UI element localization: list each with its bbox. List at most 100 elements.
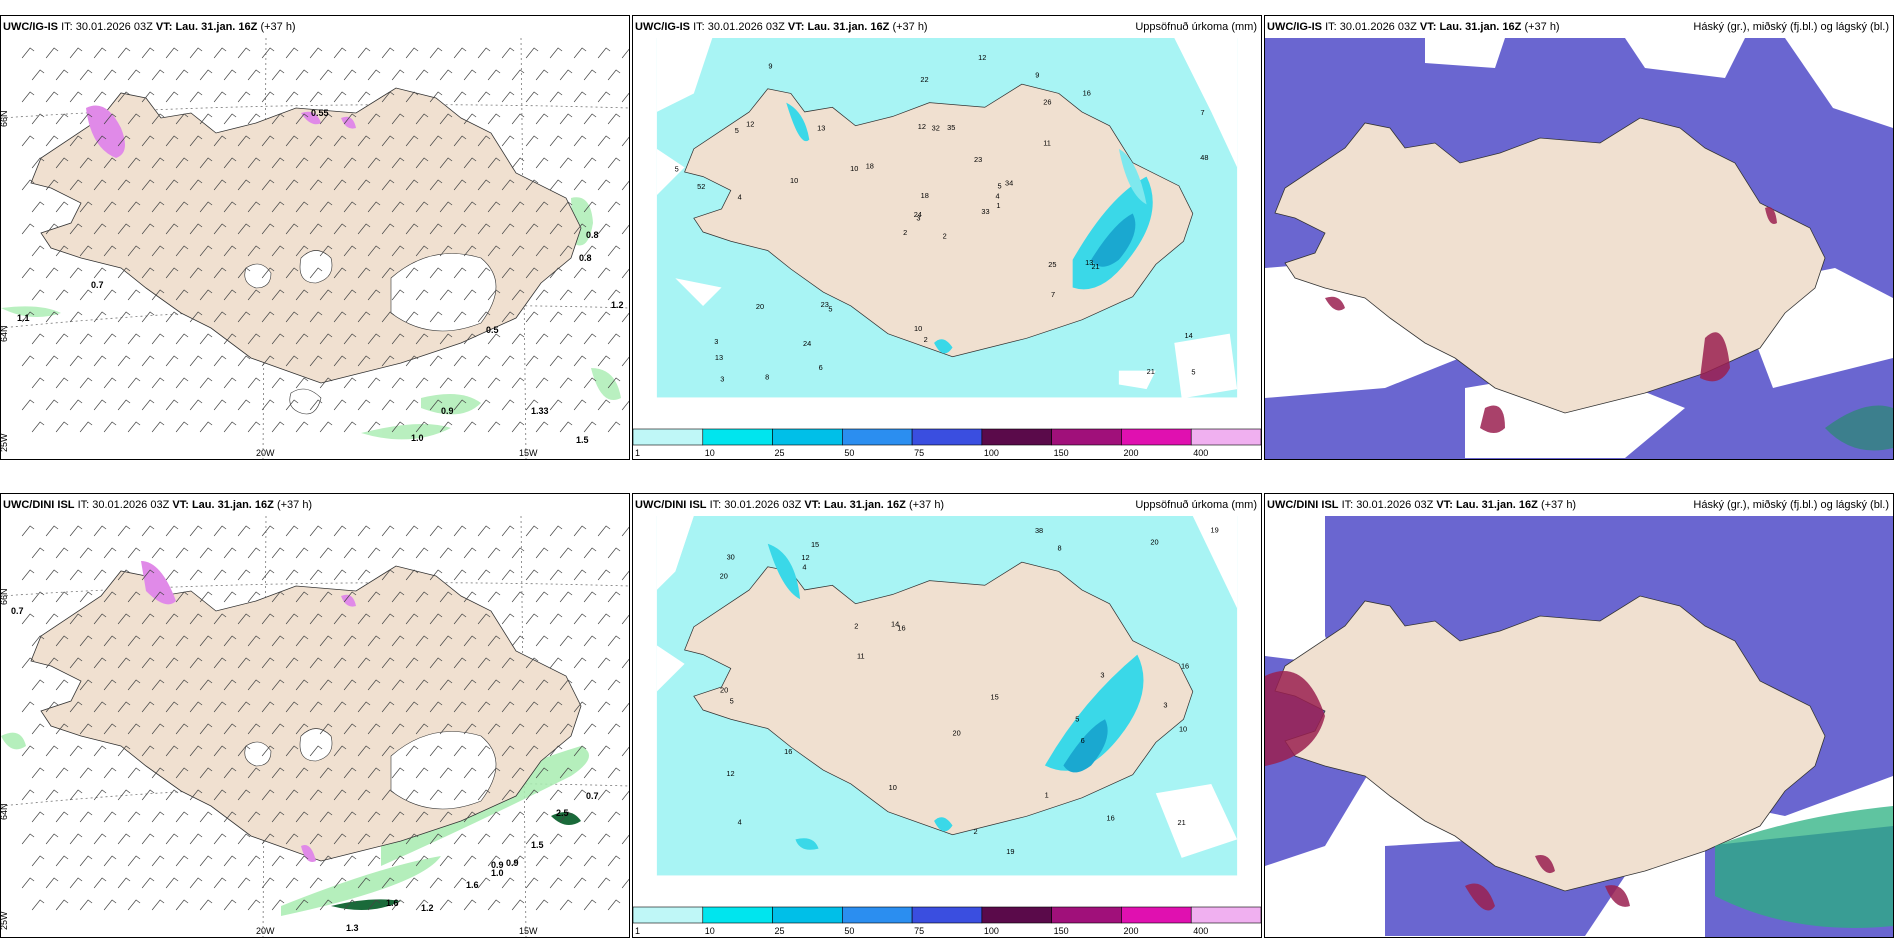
value-label: 10 (914, 324, 922, 333)
wind-barb (31, 547, 45, 559)
wind-barb (285, 789, 299, 801)
wind-barb (367, 333, 381, 345)
wind-barb (439, 201, 453, 213)
wind-barb (487, 421, 501, 433)
wind-barb (415, 591, 429, 603)
wind-barb (31, 421, 45, 433)
wind-barb (213, 789, 227, 801)
wind-barb (463, 723, 477, 735)
wind-barb (319, 245, 333, 257)
wind-barb (175, 245, 189, 257)
value-label: 16 (1083, 89, 1091, 98)
wind-barb (415, 679, 429, 691)
wind-barb (199, 899, 213, 911)
wind-barb (597, 569, 611, 581)
wind-barb (199, 547, 213, 559)
wind-barb (151, 421, 165, 433)
wind-barb (189, 311, 203, 323)
value-label: 33 (981, 207, 989, 216)
wind-barb (45, 223, 59, 235)
wind-barb (261, 179, 275, 191)
wind-barb (199, 69, 213, 81)
legend-swatch (772, 906, 843, 924)
iceland-land (684, 83, 1194, 358)
wind-barb (117, 47, 131, 59)
wind-barb (343, 591, 357, 603)
wind-barb (357, 223, 371, 235)
wind-barb (343, 289, 357, 301)
wind-barb (165, 91, 179, 103)
wind-barb (309, 701, 323, 713)
wind-barb (549, 399, 563, 411)
wind-barb (271, 377, 285, 389)
wind-barb (55, 767, 69, 779)
wind-barb (391, 635, 405, 647)
wind-barb (45, 789, 59, 801)
wind-barb (285, 179, 299, 191)
wind-barb (343, 201, 357, 213)
wind-barb (199, 855, 213, 867)
wind-barb (549, 569, 563, 581)
wind-barb (21, 223, 35, 235)
value-label: 10 (1179, 725, 1187, 734)
wind-barb (69, 877, 83, 889)
wind-barb (189, 47, 203, 59)
wind-barb (381, 701, 395, 713)
wind-barb (391, 723, 405, 735)
panel-header: UWC/DINI ISL IT: 30.01.2026 03Z VT: Lau.… (1, 494, 629, 516)
wind-barb (367, 811, 381, 823)
wind-barb (511, 157, 525, 169)
wind-barb (597, 701, 611, 713)
wind-barb (261, 355, 275, 367)
wind-barb (319, 113, 333, 125)
wind-barb (453, 569, 467, 581)
wind-barb (295, 811, 309, 823)
wind-barb (21, 701, 35, 713)
wind-barb (391, 679, 405, 691)
wind-barb (31, 767, 45, 779)
lat-label: 66N (1, 588, 9, 605)
wind-barb (621, 224, 629, 235)
wind-barb (621, 136, 629, 147)
wind-barb (511, 635, 525, 647)
panel-precip-bottom: UWC/DINI ISL IT: 30.01.2026 03Z VT: Lau.… (632, 493, 1262, 938)
wind-barb (69, 613, 83, 625)
wind-barb (559, 899, 573, 911)
wind-barb (477, 355, 491, 367)
wind-barb (405, 47, 419, 59)
wind-barb (309, 267, 323, 279)
wind-barb (487, 679, 501, 691)
wind-barb (463, 899, 477, 911)
glaciers (244, 250, 497, 415)
wind-barb (357, 525, 371, 537)
wind-barb (79, 157, 93, 169)
wind-barb (247, 811, 261, 823)
wind-barb (439, 899, 453, 911)
wind-barb (405, 569, 419, 581)
wind-barb (103, 723, 117, 735)
wind-barb (213, 745, 227, 757)
wind-barb (453, 179, 467, 191)
legend-swatch (702, 906, 773, 924)
wind-barb (511, 679, 525, 691)
low-cloud (1325, 207, 1777, 433)
wind-barb (175, 855, 189, 867)
wind-barb (165, 745, 179, 757)
wind-barb (127, 289, 141, 301)
wind-barb (271, 855, 285, 867)
wind-barb (621, 658, 629, 669)
value-label: 6 (819, 363, 823, 372)
wind-barb (237, 833, 251, 845)
wind-barb (261, 399, 275, 411)
wind-barb (621, 790, 629, 801)
wind-barb (487, 69, 501, 81)
wind-barb (117, 657, 131, 669)
wind-barb (429, 399, 443, 411)
wind-barb (621, 526, 629, 537)
wind-barb (93, 223, 107, 235)
wind-barb (247, 723, 261, 735)
value-label: 9 (768, 62, 772, 71)
wind-barb (103, 547, 117, 559)
wind-barb (45, 833, 59, 845)
wind-barb (165, 311, 179, 323)
